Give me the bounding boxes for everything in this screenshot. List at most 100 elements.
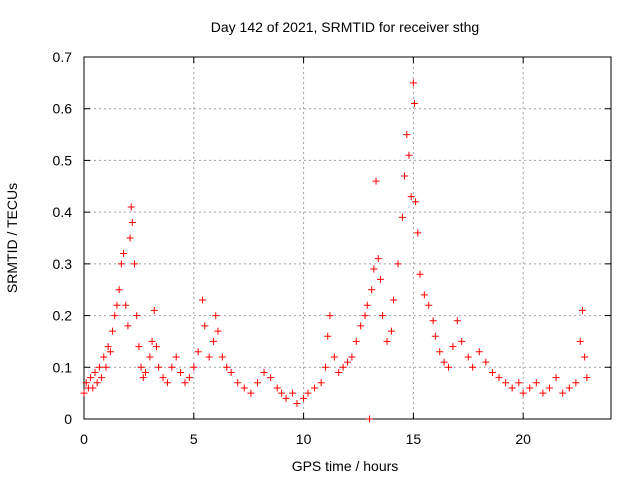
- data-point: [124, 322, 132, 330]
- x-tick-label: 5: [190, 431, 198, 447]
- data-point: [578, 306, 586, 314]
- data-point: [398, 213, 406, 221]
- data-point: [163, 379, 171, 387]
- data-point: [365, 415, 373, 423]
- data-point: [199, 296, 207, 304]
- data-point: [410, 100, 418, 108]
- data-point: [128, 218, 136, 226]
- data-point: [526, 384, 534, 392]
- data-point: [185, 374, 193, 382]
- data-point: [539, 389, 547, 397]
- y-axis-label: SRMTID / TECUs: [4, 183, 20, 293]
- data-point: [519, 389, 527, 397]
- data-point: [429, 317, 437, 325]
- data-point: [482, 358, 490, 366]
- y-tick-label: 0.2: [53, 308, 73, 324]
- data-point: [416, 270, 424, 278]
- data-points: [80, 79, 591, 423]
- data-point: [111, 312, 119, 320]
- data-point: [80, 389, 88, 397]
- data-point: [104, 343, 112, 351]
- data-point: [572, 379, 580, 387]
- data-point: [227, 368, 235, 376]
- data-point: [445, 363, 453, 371]
- data-point: [412, 198, 420, 206]
- data-point: [532, 379, 540, 387]
- data-point: [146, 353, 154, 361]
- data-point: [515, 379, 523, 387]
- y-tick-label: 0.3: [53, 256, 73, 272]
- data-point: [260, 368, 268, 376]
- data-point: [403, 131, 411, 139]
- data-point: [339, 363, 347, 371]
- data-point: [205, 353, 213, 361]
- data-point: [91, 368, 99, 376]
- data-point: [234, 379, 242, 387]
- y-tick-label: 0.6: [53, 101, 73, 117]
- data-point: [82, 379, 90, 387]
- data-point: [89, 384, 97, 392]
- data-point: [394, 260, 402, 268]
- data-point: [436, 348, 444, 356]
- data-point: [552, 374, 560, 382]
- data-point: [458, 337, 466, 345]
- data-point: [223, 363, 231, 371]
- data-point: [218, 353, 226, 361]
- data-point: [322, 363, 330, 371]
- data-point: [127, 203, 135, 211]
- data-point: [194, 348, 202, 356]
- data-point: [152, 343, 160, 351]
- data-point: [330, 353, 338, 361]
- data-point: [324, 332, 332, 340]
- data-point: [109, 327, 117, 335]
- data-point: [93, 379, 101, 387]
- data-point: [326, 312, 334, 320]
- chart-title: Day 142 of 2021, SRMTID for receiver sth…: [211, 19, 479, 35]
- data-point: [177, 368, 185, 376]
- y-tick-label: 0.7: [53, 49, 73, 65]
- data-point: [100, 353, 108, 361]
- data-point: [214, 327, 222, 335]
- data-point: [126, 234, 134, 242]
- data-point: [401, 172, 409, 180]
- data-point: [363, 301, 371, 309]
- plot-frame: [83, 56, 612, 420]
- data-point: [488, 368, 496, 376]
- data-point: [372, 177, 380, 185]
- data-point: [559, 389, 567, 397]
- data-point: [293, 399, 301, 407]
- data-point: [449, 343, 457, 351]
- data-point: [357, 322, 365, 330]
- data-point: [405, 151, 413, 159]
- data-point: [148, 337, 156, 345]
- data-point: [469, 363, 477, 371]
- data-point: [141, 368, 149, 376]
- data-point: [87, 374, 95, 382]
- data-point: [581, 353, 589, 361]
- data-point: [304, 389, 312, 397]
- data-point: [139, 374, 147, 382]
- data-point: [273, 384, 281, 392]
- data-point: [390, 296, 398, 304]
- data-point: [120, 250, 128, 258]
- data-point: [95, 363, 103, 371]
- data-point: [115, 286, 123, 294]
- data-point: [440, 358, 448, 366]
- data-point: [155, 363, 163, 371]
- data-point: [352, 337, 360, 345]
- data-point: [133, 312, 141, 320]
- data-point: [368, 286, 376, 294]
- data-point: [475, 348, 483, 356]
- data-point: [464, 353, 472, 361]
- x-tick-label: 0: [80, 431, 88, 447]
- y-tick-label: 0.1: [53, 359, 73, 375]
- x-tick-label: 10: [296, 431, 312, 447]
- data-point: [414, 229, 422, 237]
- data-point: [387, 327, 395, 335]
- data-point: [131, 260, 139, 268]
- y-tick-label: 0: [64, 411, 72, 427]
- data-point: [376, 275, 384, 283]
- data-point: [409, 79, 417, 87]
- data-point: [172, 353, 180, 361]
